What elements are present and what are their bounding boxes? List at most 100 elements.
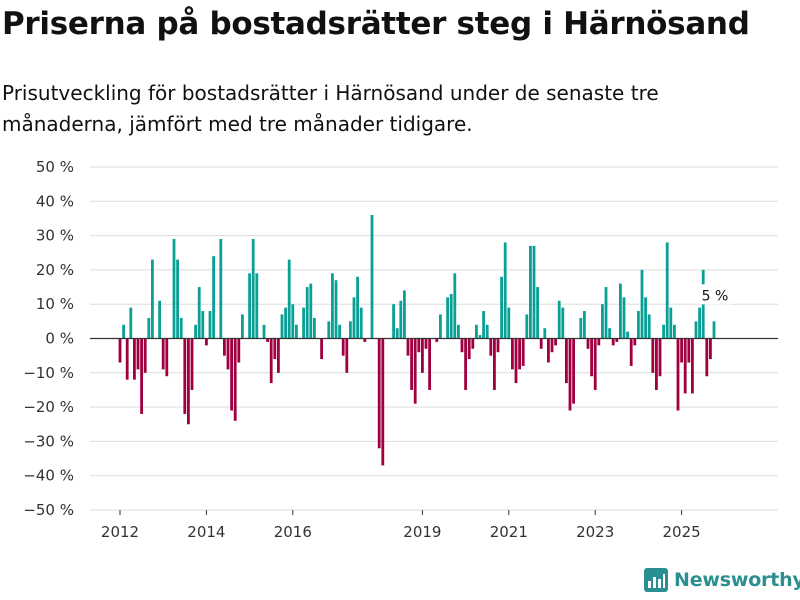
bar — [680, 338, 684, 363]
annotation-label: 5 % — [702, 288, 729, 304]
bar — [493, 338, 496, 390]
bar — [338, 324, 342, 339]
x-tick-label: 2025 — [663, 523, 701, 541]
bar — [543, 328, 547, 339]
y-tick-label: 20 % — [36, 261, 74, 279]
bar — [518, 338, 522, 370]
bar — [601, 304, 604, 339]
bar — [439, 314, 442, 339]
bar — [349, 321, 352, 339]
bar — [136, 338, 140, 370]
bar — [233, 338, 237, 421]
bar — [478, 335, 482, 339]
bar — [129, 307, 133, 339]
bar — [125, 338, 129, 380]
bar — [194, 324, 198, 339]
bar — [583, 311, 586, 339]
bar — [413, 338, 417, 404]
bar — [161, 338, 165, 370]
bar — [651, 338, 655, 373]
bar — [687, 338, 691, 363]
y-tick-label: 30 % — [36, 227, 74, 245]
bar — [557, 300, 561, 339]
bar — [273, 338, 277, 360]
bar — [629, 338, 633, 366]
bar — [464, 338, 468, 390]
bar — [269, 338, 273, 384]
bar — [698, 307, 702, 339]
bar — [539, 338, 543, 349]
bar — [327, 321, 331, 339]
bar — [287, 259, 291, 339]
bar — [611, 338, 615, 346]
bar — [158, 300, 162, 339]
bar — [190, 338, 194, 390]
bar — [208, 311, 212, 339]
x-tick-label: 2012 — [101, 523, 139, 541]
brand-name: Newsworthy — [674, 569, 800, 591]
bar — [633, 338, 637, 346]
bar — [219, 239, 223, 339]
bar — [424, 338, 428, 349]
bar — [529, 245, 532, 339]
bar — [122, 324, 126, 339]
bar — [705, 338, 709, 377]
bar — [230, 338, 234, 411]
bar — [712, 321, 716, 339]
bar — [691, 338, 694, 394]
bar — [446, 297, 450, 339]
bar-chart-logo-icon — [644, 568, 668, 592]
bar — [151, 259, 154, 339]
bar — [683, 338, 687, 394]
bar — [377, 338, 381, 449]
bar — [363, 338, 367, 342]
bar — [536, 287, 540, 339]
bar — [356, 276, 360, 339]
y-tick-label: 40 % — [36, 192, 74, 210]
newsworthy-logo: Newsworthy — [644, 568, 800, 592]
y-tick-label: 50 % — [36, 158, 74, 176]
bar — [313, 317, 316, 339]
bar — [403, 290, 406, 339]
annotation: 5 % — [698, 284, 732, 305]
bar — [662, 324, 666, 339]
bars — [118, 215, 716, 466]
bar — [453, 273, 457, 339]
bar — [485, 324, 489, 339]
bar-chart: 50 % 40 % 30 % 20 % 10 % 0 % −10 % −20 % −30 % −4… — [23, 158, 778, 541]
bar — [399, 300, 403, 339]
bar — [392, 304, 396, 339]
bar — [669, 307, 673, 339]
bar — [341, 338, 345, 356]
bar — [179, 317, 183, 339]
bar — [280, 314, 284, 339]
bar — [320, 338, 324, 360]
bar — [586, 338, 590, 349]
bar — [133, 338, 136, 380]
bar — [709, 338, 712, 360]
bar — [561, 307, 565, 339]
bar — [197, 287, 201, 339]
bar — [647, 314, 651, 339]
bar — [352, 297, 356, 339]
bar — [532, 245, 536, 339]
y-tick-label: −20 % — [23, 398, 74, 416]
y-tick-label: 0 % — [45, 330, 74, 348]
bar — [212, 256, 216, 339]
bar — [554, 338, 558, 346]
bar — [525, 314, 529, 339]
bar — [147, 317, 151, 339]
bar — [262, 324, 266, 339]
bar — [604, 287, 608, 339]
bar — [644, 297, 648, 339]
bar — [590, 338, 594, 377]
bar — [572, 338, 576, 404]
bar — [597, 338, 601, 346]
bar — [503, 242, 507, 339]
y-tick-label: −50 % — [23, 501, 74, 519]
bar — [140, 338, 144, 414]
bar — [511, 338, 514, 370]
bar — [435, 338, 439, 342]
bar — [165, 338, 169, 377]
bar — [658, 338, 662, 377]
